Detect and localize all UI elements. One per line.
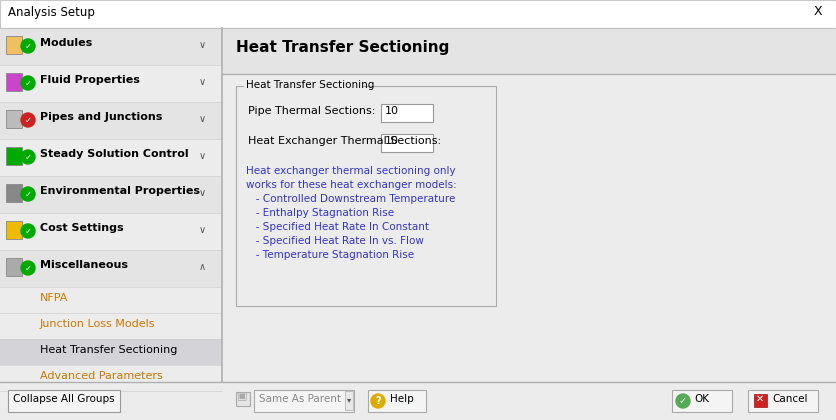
Text: ∨: ∨	[198, 225, 206, 235]
Bar	[0, 287, 222, 313]
Bar	[222, 28, 836, 74]
Text: 10: 10	[385, 106, 399, 116]
Text: Modules: Modules	[40, 38, 92, 48]
Text: Help: Help	[390, 394, 414, 404]
Bar	[6, 258, 22, 276]
Text: ✓: ✓	[24, 264, 32, 273]
Circle shape	[371, 394, 385, 408]
Text: ?: ?	[375, 396, 381, 406]
Text: Environmental Properties: Environmental Properties	[40, 186, 200, 196]
Circle shape	[21, 187, 35, 201]
Text: ✓: ✓	[24, 79, 32, 88]
Bar	[0, 102, 222, 139]
Bar	[236, 86, 496, 306]
Bar	[0, 213, 222, 250]
Bar	[0, 250, 222, 287]
Bar	[6, 147, 22, 165]
Text: ▣: ▣	[237, 391, 247, 401]
Text: 10: 10	[385, 136, 399, 146]
Bar	[6, 73, 22, 91]
Circle shape	[21, 113, 35, 127]
Text: Heat Transfer Sectioning: Heat Transfer Sectioning	[246, 80, 375, 90]
Text: Miscellaneous: Miscellaneous	[40, 260, 128, 270]
Circle shape	[676, 394, 690, 408]
Bar	[6, 184, 22, 202]
Bar	[0, 65, 222, 102]
Text: ✓: ✓	[24, 116, 32, 125]
Text: ✓: ✓	[24, 190, 32, 199]
Text: ▾: ▾	[347, 395, 351, 404]
Text: - Controlled Downstream Temperature: - Controlled Downstream Temperature	[246, 194, 456, 204]
Text: ∧: ∧	[198, 262, 206, 272]
Text: Collapse All Groups: Collapse All Groups	[13, 394, 115, 404]
Bar	[345, 391, 353, 410]
Bar	[0, 176, 222, 213]
Bar	[222, 28, 836, 382]
Text: Heat Transfer Sectioning: Heat Transfer Sectioning	[40, 345, 177, 355]
Text: Pipes and Junctions: Pipes and Junctions	[40, 112, 162, 122]
Bar	[672, 390, 732, 412]
Text: ✕: ✕	[756, 394, 764, 404]
Circle shape	[21, 224, 35, 238]
Bar	[748, 390, 818, 412]
Bar	[244, 79, 362, 92]
Bar	[0, 0, 836, 28]
Text: Advanced Parameters: Advanced Parameters	[40, 371, 163, 381]
Bar	[6, 110, 22, 128]
Circle shape	[21, 76, 35, 90]
Bar	[6, 36, 22, 54]
Text: - Enthalpy Stagnation Rise: - Enthalpy Stagnation Rise	[246, 208, 394, 218]
Text: Heat Exchanger Thermal Sections:: Heat Exchanger Thermal Sections:	[248, 136, 441, 146]
Text: - Specified Heat Rate In vs. Flow: - Specified Heat Rate In vs. Flow	[246, 236, 424, 246]
Text: - Specified Heat Rate In Constant: - Specified Heat Rate In Constant	[246, 222, 429, 232]
Text: Heat exchanger thermal sectioning only: Heat exchanger thermal sectioning only	[246, 166, 456, 176]
Text: Cancel: Cancel	[772, 394, 808, 404]
Text: Fluid Properties: Fluid Properties	[40, 75, 140, 85]
Text: - Temperature Stagnation Rise: - Temperature Stagnation Rise	[246, 250, 414, 260]
Bar	[381, 134, 433, 152]
Circle shape	[21, 39, 35, 53]
Circle shape	[21, 150, 35, 164]
Bar	[254, 390, 354, 412]
Bar	[8, 390, 120, 412]
Text: ∨: ∨	[198, 151, 206, 161]
Bar	[0, 139, 222, 176]
Bar	[0, 365, 222, 391]
Bar	[0, 28, 222, 382]
Text: Cost Settings: Cost Settings	[40, 223, 124, 233]
Text: X: X	[813, 5, 823, 18]
Text: Pipe Thermal Sections:: Pipe Thermal Sections:	[248, 106, 375, 116]
Text: Analysis Setup: Analysis Setup	[8, 6, 94, 19]
Bar	[236, 392, 250, 406]
Bar	[0, 382, 836, 420]
Text: ∨: ∨	[198, 188, 206, 198]
Text: Same As Parent: Same As Parent	[259, 394, 341, 404]
Text: ∨: ∨	[198, 77, 206, 87]
Text: ∨: ∨	[198, 114, 206, 124]
Text: ✓: ✓	[24, 227, 32, 236]
Bar	[381, 104, 433, 122]
Bar	[0, 28, 222, 65]
Text: OK: OK	[694, 394, 709, 404]
Bar	[754, 394, 767, 407]
Circle shape	[21, 261, 35, 275]
Bar	[368, 390, 426, 412]
Text: Heat Transfer Sectioning: Heat Transfer Sectioning	[236, 40, 450, 55]
Bar	[6, 221, 22, 239]
Text: ✓: ✓	[24, 153, 32, 162]
Bar	[0, 313, 222, 339]
Bar	[0, 339, 222, 365]
Text: ✓: ✓	[24, 42, 32, 51]
Text: works for these heat exchanger models:: works for these heat exchanger models:	[246, 180, 456, 190]
Text: Junction Loss Models: Junction Loss Models	[40, 319, 155, 329]
Text: NFPA: NFPA	[40, 293, 69, 303]
Text: Steady Solution Control: Steady Solution Control	[40, 149, 189, 159]
Text: ∨: ∨	[198, 40, 206, 50]
Text: ✓: ✓	[679, 396, 687, 406]
